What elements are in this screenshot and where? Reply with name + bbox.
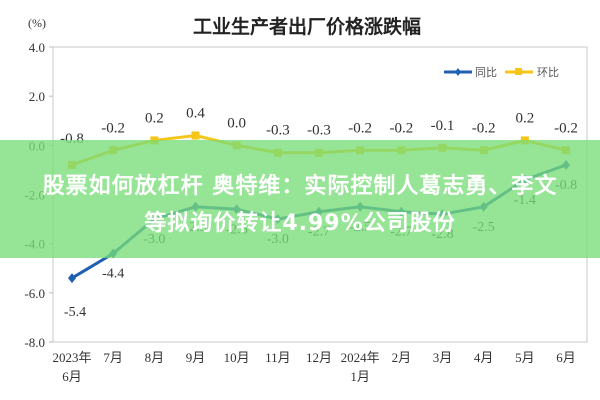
data-label: -0.2 — [389, 120, 413, 136]
data-label: -0.2 — [101, 120, 125, 136]
data-label: -0.3 — [307, 123, 331, 139]
overlay-headline-line2: 等拟询价转让4.99%公司股份 — [144, 211, 456, 236]
data-point-marker — [68, 273, 76, 284]
x-tick-label: 2024年 — [341, 350, 380, 365]
data-label: -0.2 — [554, 120, 578, 136]
overlay-headline-line1: 股票如何放杠杆 奥特维：实际控制人葛志勇、李文 — [42, 174, 558, 199]
x-tick-label: 8月 — [145, 350, 165, 365]
y-axis-unit: (%) — [28, 16, 46, 30]
x-tick-label: 2023年 — [52, 350, 91, 365]
legend-label-mom: 环比 — [537, 66, 559, 79]
data-label: -4.4 — [102, 267, 124, 282]
x-tick-label: 3月 — [433, 350, 453, 365]
chart-title: 工业生产者出厂价格涨跌幅 — [193, 15, 421, 38]
legend-label-yoy: 同比 — [475, 66, 497, 79]
y-tick-label: -6.0 — [24, 286, 45, 301]
data-label: -0.2 — [472, 120, 496, 136]
data-label: 0.2 — [515, 110, 534, 126]
data-label: -0.3 — [266, 123, 290, 139]
data-label: 0.2 — [145, 110, 164, 126]
data-label: -5.4 — [64, 305, 86, 320]
x-tick-label: 4月 — [474, 350, 494, 365]
legend-marker-mom-icon — [515, 68, 522, 75]
overlay-banner — [0, 140, 600, 258]
x-tick-label: 9月 — [186, 350, 206, 365]
x-tick-label: 2月 — [392, 350, 412, 365]
x-tick-label: 6月 — [556, 350, 576, 365]
x-tick-label: 5月 — [515, 350, 535, 365]
legend: 同比 环比 — [444, 66, 559, 79]
x-tick-label: 1月 — [350, 369, 370, 384]
y-tick-label: 4.0 — [29, 40, 45, 55]
data-label: 0.4 — [186, 106, 205, 122]
x-tick-label: 10月 — [224, 350, 250, 365]
data-label: -0.1 — [431, 118, 455, 134]
y-tick-label: -8.0 — [24, 335, 45, 350]
y-tick-label: 2.0 — [29, 89, 45, 104]
x-tick-label: 12月 — [306, 350, 332, 365]
data-point-marker — [191, 131, 200, 140]
x-tick-label: 6月 — [62, 369, 82, 384]
data-label: 0.0 — [227, 115, 246, 131]
x-tick-label: 11月 — [265, 350, 291, 365]
data-label: -0.2 — [348, 120, 372, 136]
x-tick-label: 7月 — [103, 350, 123, 365]
x-axis: 2023年 6月 7月 8月 9月 10月 11月 12月 2024年 1月 2月 3月 4月 5月 6月 — [52, 350, 575, 384]
legend-marker-yoy-icon — [455, 68, 461, 76]
